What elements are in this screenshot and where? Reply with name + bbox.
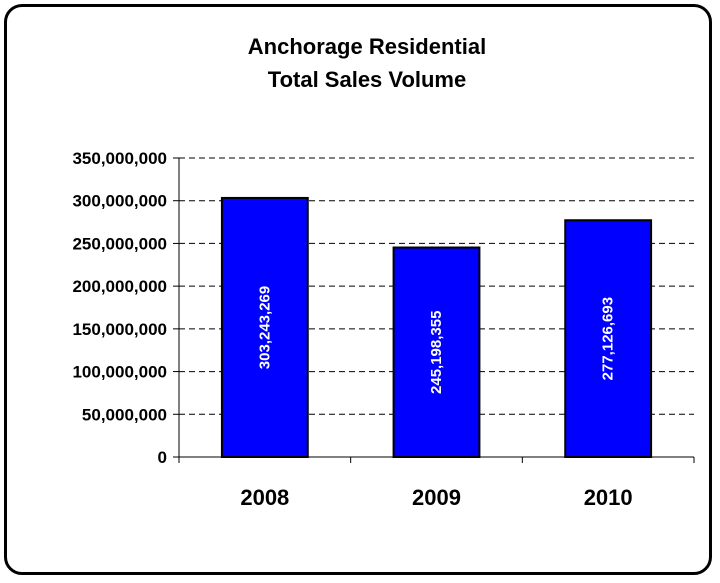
y-tick-label: 50,000,000	[82, 405, 167, 424]
chart-subtitle: Total Sales Volume	[268, 67, 466, 92]
y-tick-label: 150,000,000	[72, 320, 167, 339]
y-tick-label: 300,000,000	[72, 192, 167, 211]
x-tick-label: 2009	[412, 485, 461, 510]
data-label: 245,198,355	[428, 311, 445, 394]
x-tick-label: 2010	[584, 485, 633, 510]
y-tick-label: 250,000,000	[72, 234, 167, 253]
data-label: 277,126,693	[600, 297, 617, 380]
bar	[392, 246, 481, 458]
bar	[220, 196, 309, 458]
y-tick-label: 0	[158, 448, 167, 467]
chart-title: Anchorage Residential	[248, 34, 486, 59]
data-label: 303,243,269	[256, 286, 273, 369]
y-tick-label: 200,000,000	[72, 277, 167, 296]
y-tick-label: 350,000,000	[72, 149, 167, 168]
bar	[564, 219, 653, 458]
x-tick-label: 2008	[240, 485, 289, 510]
y-tick-label: 100,000,000	[72, 363, 167, 382]
